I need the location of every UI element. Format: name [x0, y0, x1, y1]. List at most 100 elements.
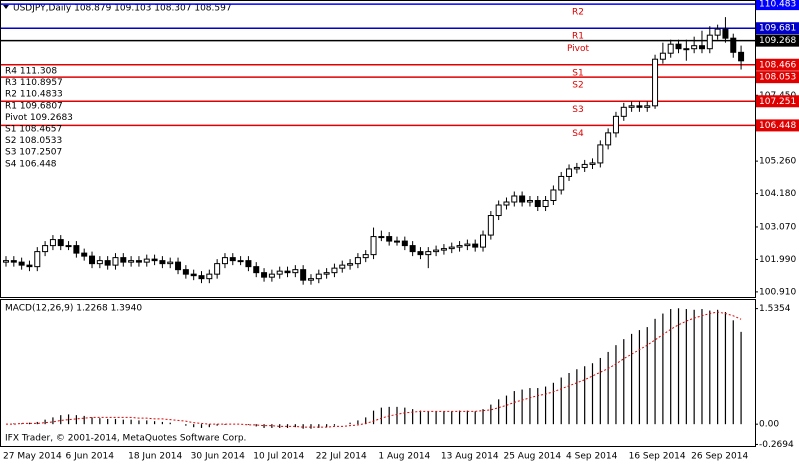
- x-tick-label: 22 Jul 2014: [316, 452, 367, 462]
- y-tick-label: 1.5354: [759, 304, 791, 314]
- x-tick-label: 30 Jun 2014: [191, 452, 245, 462]
- candle-body: [292, 269, 299, 274]
- candle-body: [73, 245, 80, 254]
- candle-body: [550, 189, 557, 202]
- candle-body: [18, 261, 25, 266]
- candle-body: [456, 245, 463, 248]
- level-value: 109.681: [759, 24, 796, 34]
- level-box: [756, 95, 799, 108]
- candle-body: [511, 195, 518, 203]
- candle-body: [370, 236, 377, 256]
- pivot-text: Pivot 109.2683: [5, 113, 73, 123]
- candle-body: [636, 105, 643, 108]
- level-name: Pivot: [567, 44, 590, 54]
- candle-body: [566, 168, 573, 177]
- candle-body: [120, 257, 127, 263]
- candle-body: [323, 272, 330, 275]
- candle-body: [65, 245, 72, 248]
- x-tick-label: 26 Sep 2014: [691, 452, 748, 462]
- candle-body: [339, 264, 346, 269]
- copyright: IFX Trader, © 2001-2014, MetaQuotes Soft…: [5, 434, 246, 444]
- level-value: 109.268: [759, 36, 796, 46]
- y-tick-label: 103.070: [759, 222, 796, 232]
- candle-body: [659, 52, 666, 60]
- candle-body: [448, 246, 455, 250]
- candle-body: [300, 269, 307, 281]
- candle-body: [331, 267, 338, 274]
- pivot-text: S4 106.448: [5, 159, 57, 169]
- signal-line: [6, 311, 742, 428]
- candle-body: [34, 251, 41, 268]
- candle-body: [112, 257, 119, 266]
- y-tick-label: 0.00: [759, 420, 779, 430]
- level-value: 108.466: [759, 60, 796, 70]
- candle-body: [480, 234, 487, 248]
- candle-body: [628, 105, 635, 108]
- pivot-text: R1 109.6807: [5, 101, 63, 111]
- candle-body: [589, 162, 596, 165]
- level-name: R2: [572, 8, 584, 18]
- candle-body: [221, 257, 228, 265]
- candle-body: [401, 240, 408, 247]
- candle-body: [652, 58, 659, 107]
- candle-body: [284, 270, 291, 274]
- level-name: S3: [572, 105, 583, 115]
- candle-body: [425, 251, 432, 256]
- main-panel: [0, 0, 756, 298]
- level-value: 110.483: [759, 0, 796, 10]
- candle-body: [362, 254, 369, 259]
- level-value: 107.251: [759, 97, 796, 107]
- candle-body: [698, 45, 705, 50]
- candle-body: [581, 163, 588, 168]
- y-tick-label: 100.910: [759, 287, 796, 297]
- candle-body: [644, 105, 651, 108]
- candle-body: [182, 269, 189, 275]
- candle-body: [190, 273, 197, 277]
- x-tick-label: 25 Aug 2014: [503, 452, 561, 462]
- chart-title: USDJPY,Daily 108.879 109.103 108.307 108…: [13, 4, 232, 14]
- x-tick-label: 18 Jun 2014: [128, 452, 182, 462]
- candle-body: [542, 200, 549, 208]
- candle-body: [96, 260, 103, 265]
- candle-body: [730, 37, 737, 53]
- candle-body: [26, 264, 33, 268]
- candle-body: [558, 175, 565, 191]
- candle-body: [691, 45, 698, 50]
- candle-body: [394, 240, 400, 243]
- macd-panel: [0, 299, 756, 447]
- pivot-text: S2 108.0533: [5, 136, 62, 146]
- candle-body: [135, 260, 142, 263]
- x-tick-label: 4 Sep 2014: [566, 452, 618, 462]
- candle-body: [268, 273, 275, 278]
- candle-body: [49, 239, 56, 247]
- level-value: 106.448: [759, 121, 796, 131]
- level-name: S4: [572, 129, 584, 139]
- level-box: [756, 34, 799, 47]
- pivot-text: R2 110.4833: [5, 90, 63, 100]
- candle-body: [464, 243, 471, 247]
- candle-body: [42, 245, 49, 253]
- candle-body: [714, 28, 721, 36]
- candle-body: [354, 257, 361, 265]
- level-box: [756, 119, 799, 132]
- pivot-text: S3 107.2507: [5, 148, 62, 158]
- candle-body: [253, 266, 260, 274]
- level-box: [756, 22, 799, 35]
- candle-body: [175, 261, 182, 271]
- candle-body: [573, 166, 580, 170]
- pivot-text: S1 108.4657: [5, 125, 62, 135]
- candle-body: [104, 260, 111, 266]
- candle-body: [198, 275, 205, 280]
- candle-body: [409, 245, 416, 253]
- candle-body: [706, 34, 713, 50]
- candle-body: [495, 204, 502, 217]
- level-name: R1: [572, 32, 584, 42]
- candle-body: [229, 257, 236, 262]
- level-box: [756, 58, 799, 71]
- candle-body: [167, 261, 174, 265]
- candle-body: [347, 263, 354, 266]
- candle-body: [143, 258, 150, 263]
- candle-body: [440, 248, 447, 251]
- x-tick-label: 1 Aug 2014: [378, 452, 430, 462]
